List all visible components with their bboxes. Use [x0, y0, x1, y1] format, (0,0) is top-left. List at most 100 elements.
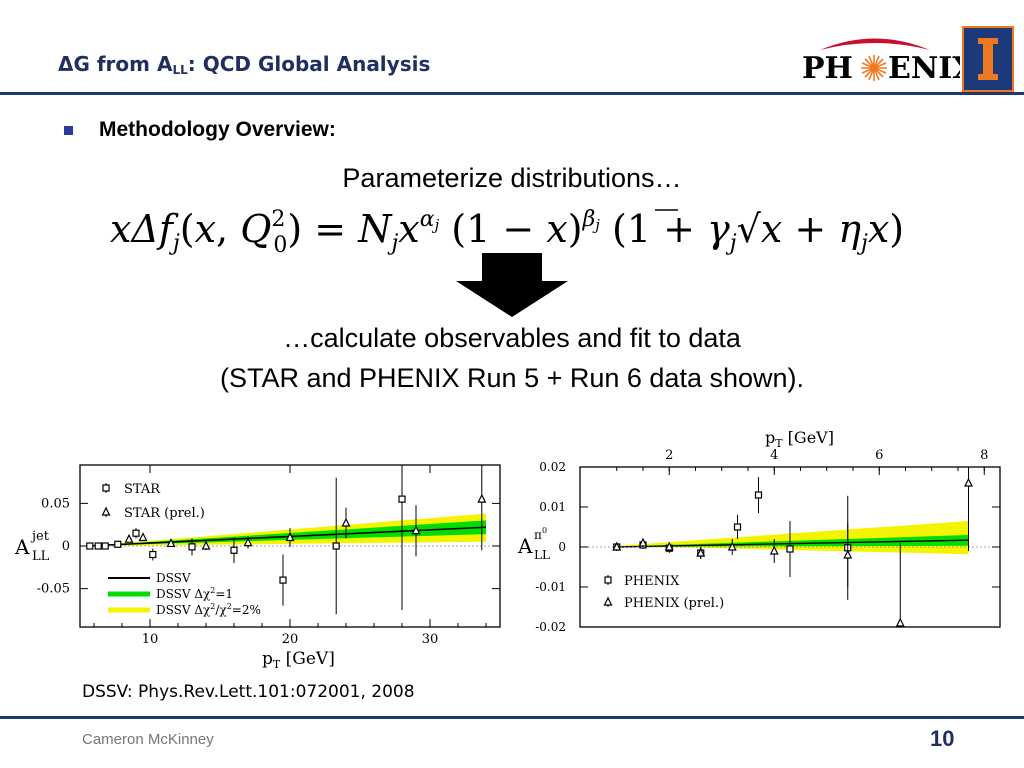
data-point — [696, 547, 706, 557]
reference-citation: DSSV: Phys.Rev.Lett.101:072001, 2008 — [82, 682, 415, 702]
data-point — [733, 523, 742, 531]
slide-title-suffix: : QCD Global Analysis — [187, 52, 431, 76]
data-point — [638, 537, 648, 547]
data-point — [332, 542, 340, 550]
data-point — [132, 529, 140, 537]
x-tick-label: 2 — [665, 448, 673, 463]
svg-text:xΔfj(x, Q20) = Njxαj (1 − x)βj: xΔfj(x, Q2 0) = Njxαj (1 − x)βj (1 + γj√x… — [110, 207, 904, 258]
x-tick-label: 30 — [422, 632, 439, 647]
legend-marker — [604, 576, 612, 584]
data-point — [138, 532, 148, 542]
x-axis-label-unit: [GeV] — [783, 428, 834, 447]
legend-label: DSSV Δχ2=1 — [156, 586, 233, 601]
data-point — [727, 541, 737, 551]
logo-text-enix: ENIX — [888, 51, 960, 86]
data-point — [101, 542, 109, 550]
dssv-curve — [616, 539, 969, 548]
legend-sup: 2 — [210, 602, 215, 611]
x-axis-label-sub: T — [273, 658, 281, 671]
data-point — [398, 495, 406, 503]
y-tick-label: -0.01 — [535, 580, 566, 594]
data-point — [964, 477, 973, 487]
x-tick-label: 6 — [875, 448, 883, 463]
body-line-data-shown: (STAR and PHENIX Run 5 + Run 6 data show… — [219, 363, 805, 393]
data-point — [149, 550, 157, 559]
footer-divider — [0, 716, 1024, 719]
x-tick-label: 8 — [980, 448, 988, 463]
dssv-2pct-band — [87, 513, 486, 546]
logo-text-ph: PH — [802, 51, 853, 86]
y-tick-label: 0.01 — [539, 500, 566, 514]
legend-marker — [102, 484, 110, 492]
star-asymmetry-chart: 10 20 30 0.05 0 -0.05 A jet LL pT [GeV] STAR STAR (… — [14, 464, 501, 671]
down-arrow-icon — [456, 253, 568, 317]
legend-label: STAR — [124, 482, 161, 497]
y-axis-label-sup: π — [534, 528, 542, 542]
logo-star-icon — [861, 55, 887, 81]
legend-label: DSSV Δχ2/χ2=2% — [156, 602, 261, 617]
data-point — [86, 542, 94, 550]
y-axis-label: A — [517, 534, 533, 558]
y-axis-label-sub: LL — [32, 549, 50, 564]
data-point — [754, 491, 763, 499]
legend-label: STAR (prel.) — [124, 506, 205, 521]
data-point — [769, 545, 779, 555]
presenter-name: Cameron McKinney — [82, 731, 214, 748]
dssv-chi2-band — [87, 520, 486, 546]
legend-label: PHENIX — [624, 574, 680, 589]
legend-sup: 2 — [210, 586, 215, 595]
legend-marker — [101, 506, 111, 516]
y-axis-label-sub: LL — [534, 548, 550, 562]
y-tick-label: 0 — [62, 539, 70, 554]
university-shield-icon — [962, 26, 1014, 92]
slide-title-sub: LL — [172, 63, 188, 77]
data-point — [124, 533, 134, 543]
y-tick-label: 0 — [558, 540, 566, 554]
data-point — [114, 540, 122, 548]
x-axis-label: pT [GeV] — [262, 649, 335, 671]
x-tick-label: 20 — [282, 632, 299, 647]
data-point — [166, 538, 176, 548]
logo-swoosh — [820, 38, 930, 50]
y-tick-label: 0.05 — [41, 496, 70, 511]
y-tick-label: -0.02 — [535, 620, 566, 634]
series-1 — [612, 467, 973, 627]
data-point — [786, 545, 794, 553]
data-point — [477, 493, 487, 503]
legend-suffix: /χ — [215, 603, 227, 617]
y-tick-label: 0.02 — [539, 460, 566, 474]
slide-title: ΔG from ALL: QCD Global Analysis — [58, 52, 430, 77]
data-point — [94, 542, 102, 550]
legend-marker — [603, 596, 613, 606]
y-axis-label: A — [14, 535, 30, 559]
data-point — [895, 617, 905, 627]
x-axis-label-top: pT [GeV] — [765, 428, 834, 450]
data-point — [201, 540, 211, 550]
data-point — [230, 546, 238, 554]
data-point — [612, 541, 622, 551]
legend-sup: 2 — [227, 602, 232, 611]
bullet-marker — [64, 126, 73, 135]
data-point — [188, 543, 196, 551]
legend-label: DSSV — [156, 571, 191, 585]
phenix-logo: PH ENIX — [802, 38, 960, 86]
legend-suffix: =1 — [215, 587, 233, 601]
series-0 — [86, 465, 406, 615]
data-point — [243, 537, 253, 547]
data-point — [279, 576, 287, 584]
data-point — [285, 532, 295, 542]
y-tick-label: -0.05 — [37, 582, 70, 597]
x-axis-label-sub: T — [775, 437, 783, 450]
y-axis-label-sup2: 0 — [542, 526, 547, 535]
x-axis-label-unit: [GeV] — [280, 649, 335, 669]
data-point — [843, 549, 853, 559]
header-divider — [0, 92, 1024, 95]
legend-suffix: =2% — [232, 603, 261, 617]
x-tick-label: 10 — [142, 632, 159, 647]
body-line-parameterize: Parameterize distributions… — [342, 163, 682, 193]
series-1 — [124, 465, 487, 557]
body-line-calculate: …calculate observables and fit to data — [283, 323, 741, 353]
bullet-heading: Methodology Overview: — [99, 118, 336, 141]
x-tick-label: 4 — [770, 448, 778, 463]
